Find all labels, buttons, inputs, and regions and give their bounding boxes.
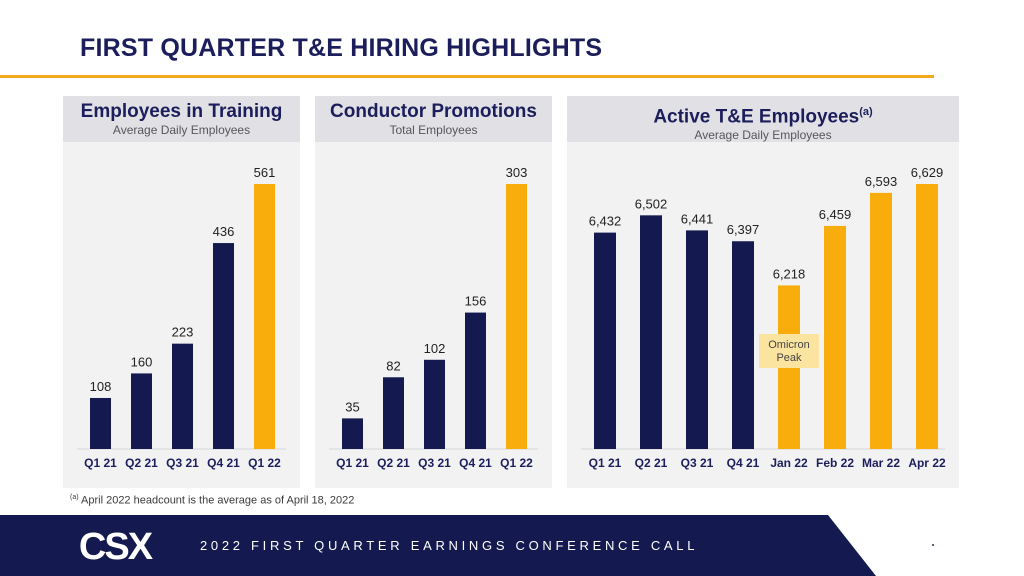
panel-title: Employees in Training bbox=[80, 101, 283, 122]
footer-band bbox=[0, 515, 876, 576]
footnote-marker: (a) bbox=[859, 106, 873, 118]
x-tick-label: Apr 22 bbox=[908, 456, 946, 470]
x-tick-label: Q2 21 bbox=[635, 456, 668, 470]
bar-q2-21 bbox=[131, 373, 152, 449]
employees-in-training-chart: 108 Q1 21 160 Q2 21 223 Q3 21 436 Q4 21 561 Q1 22 bbox=[77, 165, 286, 470]
bar-q4-21 bbox=[732, 241, 754, 449]
active-te-employees-chart: 6,432 Q1 21 6,502 Q2 21 6,441 Q3 21 6,397 Q4 21… bbox=[581, 165, 946, 470]
bar-apr-22 bbox=[916, 184, 938, 449]
bar-q3-21 bbox=[686, 230, 708, 449]
bar-q4-21 bbox=[213, 243, 234, 449]
bar-q2-21 bbox=[640, 215, 662, 449]
bar-q1-22 bbox=[506, 184, 527, 449]
x-tick-label: Q2 21 bbox=[125, 456, 158, 470]
csx-logo-text: CSX bbox=[79, 527, 154, 565]
panel-header: Active T&E Employees(a) Average Daily Em… bbox=[567, 96, 959, 142]
data-label: 6,397 bbox=[727, 222, 760, 237]
omicron-peak-callout bbox=[759, 334, 819, 368]
data-label: 6,432 bbox=[589, 214, 622, 229]
x-tick-label: Q1 21 bbox=[84, 456, 117, 470]
panel-subtitle: Average Daily Employees bbox=[694, 128, 832, 143]
callout-text: Omicron bbox=[768, 339, 810, 351]
x-tick-label: Q3 21 bbox=[681, 456, 714, 470]
data-label: 436 bbox=[213, 224, 235, 239]
x-tick-label: Q1 21 bbox=[336, 456, 369, 470]
x-tick-label: Jan 22 bbox=[770, 456, 808, 470]
data-label: 6,218 bbox=[773, 266, 806, 281]
panel-header: Conductor Promotions Total Employees bbox=[315, 96, 552, 142]
x-tick-label: Q1 22 bbox=[248, 456, 281, 470]
x-tick-label: Q3 21 bbox=[418, 456, 451, 470]
data-label: 6,593 bbox=[865, 174, 898, 189]
bar-q1-21 bbox=[90, 397, 111, 449]
bar-q2-21 bbox=[383, 377, 404, 449]
page-title: FIRST QUARTER T&E HIRING HIGHLIGHTS bbox=[80, 34, 603, 62]
data-label: 303 bbox=[506, 165, 528, 180]
footnote-text: April 2022 headcount is the average as o… bbox=[81, 494, 355, 507]
bar-q1-21 bbox=[594, 232, 616, 449]
data-label: 6,459 bbox=[819, 207, 852, 222]
bar-q3-21 bbox=[172, 343, 193, 449]
panel-title: Conductor Promotions bbox=[330, 101, 537, 122]
x-tick-label: Q1 22 bbox=[500, 456, 533, 470]
x-tick-label: Q3 21 bbox=[166, 456, 199, 470]
x-tick-label: Feb 22 bbox=[816, 456, 854, 470]
bar-feb-22 bbox=[824, 225, 846, 449]
bar-q1-21 bbox=[342, 418, 363, 449]
data-label: 6,629 bbox=[911, 165, 944, 180]
csx-logo: CSX bbox=[79, 527, 156, 565]
x-tick-label: Mar 22 bbox=[862, 456, 900, 470]
footnote: (a) April 2022 headcount is the average … bbox=[70, 494, 354, 507]
x-tick-label: Q4 21 bbox=[727, 456, 760, 470]
data-label: 561 bbox=[254, 165, 276, 180]
conductor-promotions-chart: 35 Q1 21 82 Q2 21 102 Q3 21 156 Q4 21 303 Q1 22 bbox=[329, 165, 538, 470]
data-label: 102 bbox=[424, 341, 446, 356]
data-label: 223 bbox=[172, 325, 194, 340]
panel-subtitle: Average Daily Employees bbox=[112, 123, 251, 137]
panel-title: Active T&E Employees(a) bbox=[567, 96, 959, 128]
callout-text: Peak bbox=[776, 352, 802, 364]
bar-q4-21 bbox=[465, 312, 486, 449]
x-tick-label: Q4 21 bbox=[207, 456, 240, 470]
slide-marker bbox=[932, 544, 934, 546]
panel-employees-in-training: Employees in Training Average Daily Empl… bbox=[63, 96, 300, 488]
data-label: 35 bbox=[345, 399, 359, 414]
footer-navy-shape bbox=[0, 515, 876, 576]
data-label: 156 bbox=[465, 294, 487, 309]
data-label: 6,441 bbox=[681, 211, 714, 226]
data-label: 160 bbox=[131, 354, 153, 369]
panel-header: Employees in Training Average Daily Empl… bbox=[63, 96, 300, 142]
x-tick-label: Q4 21 bbox=[459, 456, 492, 470]
panel-title-text: Active T&E Employees bbox=[653, 106, 860, 128]
panel-subtitle: Total Employees bbox=[389, 123, 478, 137]
bar-q1-22 bbox=[254, 184, 275, 449]
data-label: 6,502 bbox=[635, 196, 668, 211]
bar-mar-22 bbox=[870, 192, 892, 449]
title-divider bbox=[0, 75, 934, 78]
bar-q3-21 bbox=[424, 359, 445, 449]
data-label: 108 bbox=[90, 379, 112, 394]
panel-conductor-promotions: Conductor Promotions Total Employees 35 Q… bbox=[315, 96, 552, 488]
footnote-marker: (a) bbox=[70, 494, 79, 501]
panel-active-te-employees: Active T&E Employees(a) Average Daily Em… bbox=[567, 96, 959, 488]
footer-text: 2022 FIRST QUARTER EARNINGS CONFERENCE C… bbox=[200, 538, 699, 553]
x-tick-label: Q1 21 bbox=[589, 456, 622, 470]
data-label: 82 bbox=[386, 358, 400, 373]
x-tick-label: Q2 21 bbox=[377, 456, 410, 470]
